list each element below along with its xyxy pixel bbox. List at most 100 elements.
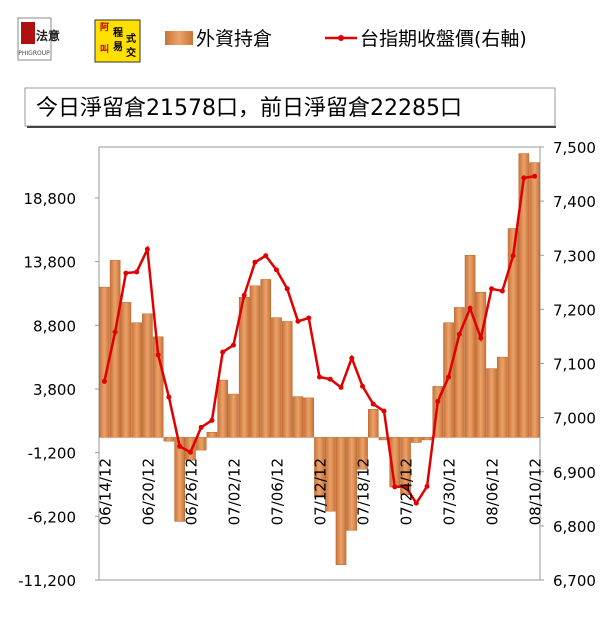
- line-marker: [134, 269, 140, 275]
- line-marker: [478, 335, 484, 341]
- line-marker: [187, 449, 193, 455]
- line-marker: [499, 288, 505, 294]
- line-marker: [144, 246, 150, 252]
- bar: [152, 336, 164, 438]
- legend-label: 外資持倉: [196, 28, 272, 50]
- line-marker: [349, 355, 355, 361]
- line-marker: [230, 342, 236, 348]
- x-tick-label: 07/02/12: [225, 458, 243, 525]
- logo-frame: [94, 19, 141, 63]
- x-tick-label: 06/20/12: [139, 458, 157, 525]
- y2-tick-label: 7,100: [553, 356, 596, 374]
- line-marker: [532, 173, 538, 179]
- bar: [518, 153, 530, 438]
- bar: [486, 368, 497, 438]
- bar: [421, 437, 433, 441]
- bar: [292, 396, 304, 438]
- legend-swatch: [338, 35, 344, 41]
- line-marker: [198, 424, 204, 430]
- y2-tick-label: 7,000: [553, 410, 596, 428]
- bar: [260, 279, 272, 438]
- line-marker: [456, 331, 462, 337]
- line-marker: [273, 267, 279, 273]
- line-marker: [306, 315, 312, 321]
- line-marker: [435, 398, 441, 404]
- line-marker: [123, 270, 129, 276]
- y2-tick-label: 6,900: [553, 464, 596, 482]
- bar: [454, 307, 465, 438]
- bar: [228, 393, 239, 438]
- legend-swatch: [165, 31, 193, 45]
- y-tick-label: 3,800: [33, 381, 76, 399]
- bar: [497, 356, 508, 438]
- line-marker: [166, 394, 172, 400]
- line-marker: [327, 376, 333, 382]
- x-tick-label: 07/18/12: [355, 458, 373, 525]
- y2-tick-label: 7,500: [553, 139, 596, 157]
- y-tick-label: 13,800: [24, 254, 77, 272]
- bar: [529, 162, 540, 438]
- line-marker: [317, 374, 322, 380]
- line-marker: [381, 408, 387, 414]
- y-tick-label: -1,200: [28, 445, 76, 463]
- bar: [217, 379, 229, 438]
- logo-icon: [21, 22, 35, 44]
- x-tick-label: 07/24/12: [398, 458, 416, 525]
- x-tick-label: 06/26/12: [182, 458, 200, 525]
- bar: [206, 432, 218, 438]
- x-tick-label: 06/14/12: [96, 458, 114, 525]
- bar: [281, 321, 293, 438]
- line-marker: [467, 305, 473, 311]
- line-marker: [424, 483, 430, 489]
- line-marker: [209, 417, 215, 423]
- line-marker: [252, 259, 258, 265]
- logo-badge: 阿: [100, 22, 109, 33]
- line-marker: [489, 286, 495, 292]
- line-marker: [220, 349, 226, 355]
- bar: [475, 291, 487, 438]
- line-marker: [241, 292, 247, 298]
- line-marker: [370, 401, 376, 407]
- bar: [507, 228, 519, 438]
- bar: [142, 313, 153, 438]
- logo-text: 程: [113, 26, 123, 39]
- logo-text: 交: [126, 46, 136, 59]
- line-marker: [392, 484, 398, 490]
- x-tick-label: 08/06/12: [484, 458, 502, 525]
- annotation: 今日淨留倉21578口，前日淨留倉22285口: [36, 96, 462, 121]
- bar: [271, 317, 282, 438]
- bar: [303, 397, 315, 438]
- line-marker: [155, 352, 161, 358]
- line-marker: [112, 329, 118, 335]
- bar: [131, 322, 142, 438]
- y2-tick-label: 7,400: [553, 193, 596, 211]
- bar: [432, 386, 444, 438]
- bar: [195, 437, 207, 451]
- line-marker: [360, 383, 366, 389]
- bar: [324, 437, 336, 512]
- line-marker: [284, 286, 290, 292]
- y2-tick-label: 7,200: [553, 301, 596, 319]
- bar: [410, 437, 422, 443]
- bar: [335, 437, 347, 565]
- x-tick-label: 07/30/12: [441, 458, 459, 525]
- logo-program: 阿 叫 程 式 交 易: [94, 19, 141, 63]
- y-tick-label: 18,800: [24, 190, 77, 208]
- line-marker: [446, 374, 452, 380]
- line-marker: [510, 253, 516, 259]
- bar: [238, 297, 250, 438]
- y-tick-label: -6,200: [28, 508, 76, 526]
- x-tick-label: 07/12/12: [312, 458, 330, 525]
- y-tick-label: 8,800: [33, 317, 76, 335]
- bar: [464, 255, 476, 438]
- bar: [357, 437, 368, 470]
- bar: [185, 437, 196, 461]
- bar: [367, 409, 379, 438]
- x-tick-label: 08/10/12: [527, 458, 545, 525]
- legend-label: 台指期收盤價(右軸): [360, 28, 527, 50]
- bar: [163, 437, 175, 442]
- logo-badge: 叫: [100, 43, 109, 55]
- line-marker: [403, 483, 409, 489]
- bar: [346, 437, 358, 531]
- y2-tick-label: 7,300: [553, 247, 596, 265]
